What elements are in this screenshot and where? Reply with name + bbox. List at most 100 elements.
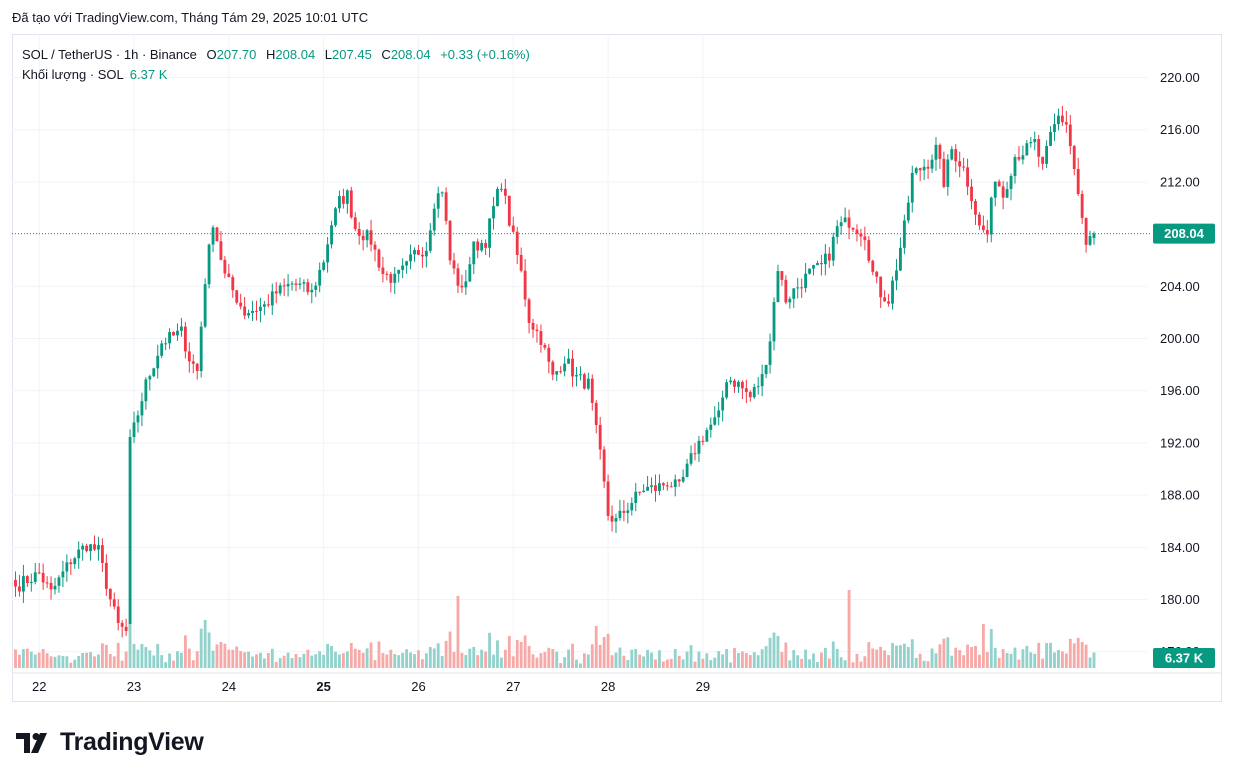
candle[interactable]: [144, 379, 148, 402]
candle[interactable]: [1068, 124, 1072, 147]
candle[interactable]: [306, 282, 310, 293]
candle[interactable]: [176, 330, 179, 336]
candle[interactable]: [788, 298, 792, 303]
candlestick-chart[interactable]: 220.00216.00212.00208.00204.00200.00196.…: [12, 34, 1222, 702]
candle[interactable]: [618, 510, 622, 518]
candle[interactable]: [567, 358, 570, 364]
candle[interactable]: [1072, 146, 1076, 169]
candle[interactable]: [843, 217, 847, 223]
candle[interactable]: [827, 253, 831, 261]
candle[interactable]: [326, 244, 330, 263]
candle[interactable]: [677, 479, 681, 482]
candle[interactable]: [496, 188, 499, 207]
candle[interactable]: [207, 244, 211, 285]
candle[interactable]: [859, 233, 863, 237]
candle[interactable]: [128, 437, 132, 632]
candle[interactable]: [116, 606, 120, 623]
candle[interactable]: [199, 326, 203, 372]
candle[interactable]: [195, 363, 199, 372]
candle[interactable]: [330, 225, 333, 245]
candle[interactable]: [180, 326, 183, 331]
candle[interactable]: [417, 249, 420, 255]
candle[interactable]: [507, 195, 511, 226]
candle[interactable]: [922, 166, 926, 171]
candle[interactable]: [160, 343, 164, 356]
candle[interactable]: [622, 510, 626, 513]
candle[interactable]: [215, 227, 219, 242]
candle[interactable]: [140, 401, 144, 416]
candle[interactable]: [1001, 186, 1005, 198]
candle[interactable]: [594, 402, 598, 425]
candle[interactable]: [1021, 155, 1025, 160]
symbol-label[interactable]: SOL / TetherUS · 1h · Binance: [22, 47, 197, 62]
candle[interactable]: [654, 485, 657, 491]
candle[interactable]: [361, 235, 365, 241]
candle[interactable]: [899, 247, 902, 271]
candle[interactable]: [910, 172, 914, 203]
candle[interactable]: [503, 188, 507, 196]
candle[interactable]: [172, 331, 175, 336]
candle[interactable]: [685, 463, 689, 477]
candle[interactable]: [468, 264, 472, 282]
candle[interactable]: [586, 378, 590, 389]
candle[interactable]: [1049, 131, 1052, 146]
candle[interactable]: [231, 277, 235, 291]
candle[interactable]: [535, 329, 539, 332]
candle[interactable]: [768, 341, 772, 365]
candle[interactable]: [211, 227, 215, 245]
candle[interactable]: [108, 588, 112, 600]
candle[interactable]: [132, 422, 136, 438]
candle[interactable]: [413, 249, 416, 255]
candle[interactable]: [752, 387, 756, 398]
candle[interactable]: [831, 236, 835, 261]
candle[interactable]: [800, 287, 804, 289]
candle[interactable]: [77, 549, 81, 559]
candle[interactable]: [219, 241, 223, 260]
candle[interactable]: [661, 483, 665, 486]
candle[interactable]: [345, 190, 349, 204]
candle[interactable]: [946, 159, 950, 187]
candle[interactable]: [476, 241, 480, 251]
candle[interactable]: [748, 392, 752, 398]
candle[interactable]: [1033, 138, 1037, 143]
candle[interactable]: [14, 579, 17, 587]
candle[interactable]: [227, 273, 231, 278]
candle[interactable]: [606, 481, 610, 516]
candle[interactable]: [409, 254, 412, 262]
candle[interactable]: [531, 322, 535, 330]
candle[interactable]: [875, 271, 879, 277]
candle[interactable]: [251, 310, 254, 314]
candle[interactable]: [57, 577, 61, 586]
candle[interactable]: [997, 181, 1001, 187]
candle[interactable]: [658, 483, 661, 491]
candle[interactable]: [835, 226, 839, 237]
candle[interactable]: [1025, 143, 1029, 156]
candle[interactable]: [515, 231, 519, 255]
candle[interactable]: [377, 249, 381, 268]
candle[interactable]: [784, 279, 788, 303]
candle[interactable]: [559, 371, 563, 373]
candle[interactable]: [472, 241, 476, 265]
candle[interactable]: [1029, 142, 1033, 144]
candle[interactable]: [1076, 168, 1080, 195]
candle[interactable]: [804, 273, 808, 289]
candle[interactable]: [543, 344, 547, 348]
candle[interactable]: [966, 167, 970, 187]
candle[interactable]: [642, 490, 646, 493]
candle[interactable]: [883, 297, 887, 302]
candle[interactable]: [168, 331, 171, 344]
candle[interactable]: [709, 424, 713, 430]
candle[interactable]: [725, 382, 729, 398]
candle[interactable]: [669, 486, 673, 488]
candle[interactable]: [405, 261, 409, 266]
candle[interactable]: [665, 485, 669, 487]
candle[interactable]: [792, 288, 796, 299]
candle[interactable]: [37, 572, 41, 574]
candle[interactable]: [365, 230, 369, 241]
candle[interactable]: [397, 269, 401, 274]
candle[interactable]: [381, 267, 385, 274]
candle[interactable]: [65, 562, 69, 572]
candle[interactable]: [634, 491, 638, 504]
candle[interactable]: [697, 440, 701, 454]
candle[interactable]: [733, 380, 736, 387]
